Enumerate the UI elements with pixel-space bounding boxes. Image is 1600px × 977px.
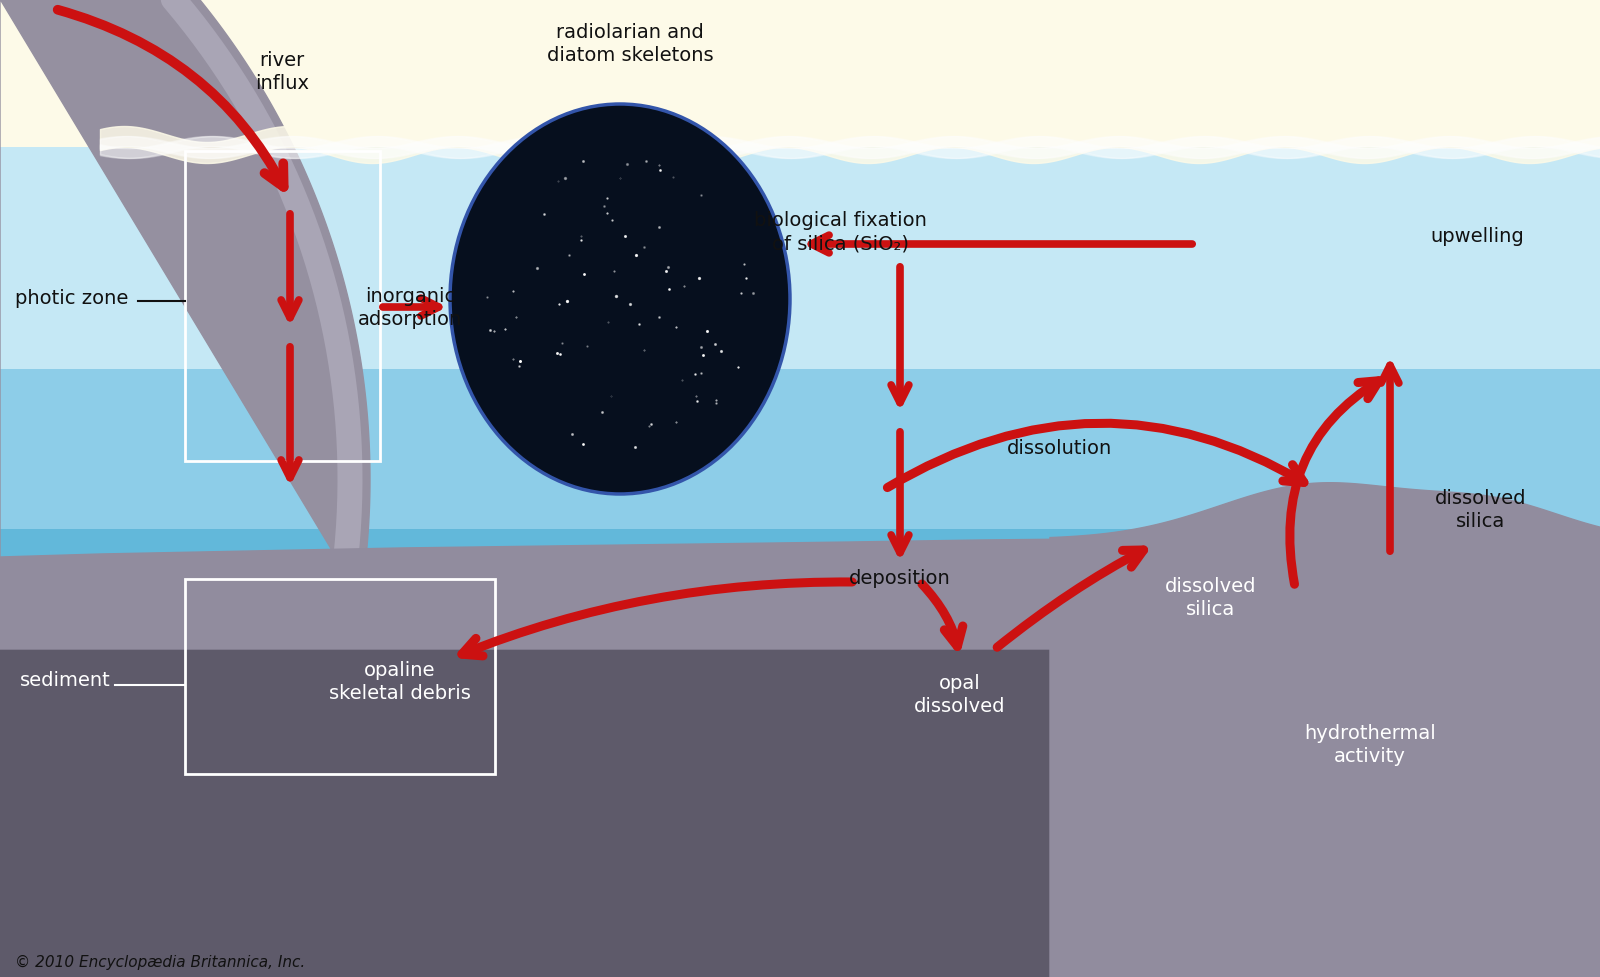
Polygon shape: [0, 560, 1600, 977]
Ellipse shape: [450, 105, 790, 494]
Bar: [186, 579, 494, 774]
Text: hydrothermal
activity: hydrothermal activity: [1304, 723, 1435, 765]
Text: upwelling: upwelling: [1430, 228, 1523, 246]
Bar: [0, 530, 1600, 977]
Text: dissolution: dissolution: [1008, 438, 1112, 457]
Bar: [0, 148, 1600, 977]
Text: inorganic
adsorption: inorganic adsorption: [358, 286, 462, 329]
Text: opal
dissolved: opal dissolved: [914, 673, 1006, 715]
Text: river
influx: river influx: [254, 51, 309, 93]
Text: sediment: sediment: [19, 670, 110, 689]
Polygon shape: [0, 0, 370, 977]
Text: radiolarian and
diatom skeletons: radiolarian and diatom skeletons: [547, 22, 714, 65]
Polygon shape: [0, 539, 1600, 650]
Polygon shape: [1050, 484, 1600, 977]
Text: photic zone: photic zone: [14, 288, 128, 307]
Text: © 2010 Encyclopædia Britannica, Inc.: © 2010 Encyclopædia Britannica, Inc.: [14, 954, 306, 968]
Bar: [0, 369, 1600, 977]
Text: dissolved
silica: dissolved silica: [1165, 576, 1256, 618]
Bar: [186, 151, 381, 461]
Text: biological fixation
of silica (SiO₂): biological fixation of silica (SiO₂): [754, 210, 926, 253]
Text: opaline
skeletal debris: opaline skeletal debris: [330, 660, 470, 702]
Text: dissolved
silica: dissolved silica: [1435, 488, 1526, 531]
Text: deposition: deposition: [850, 568, 950, 587]
